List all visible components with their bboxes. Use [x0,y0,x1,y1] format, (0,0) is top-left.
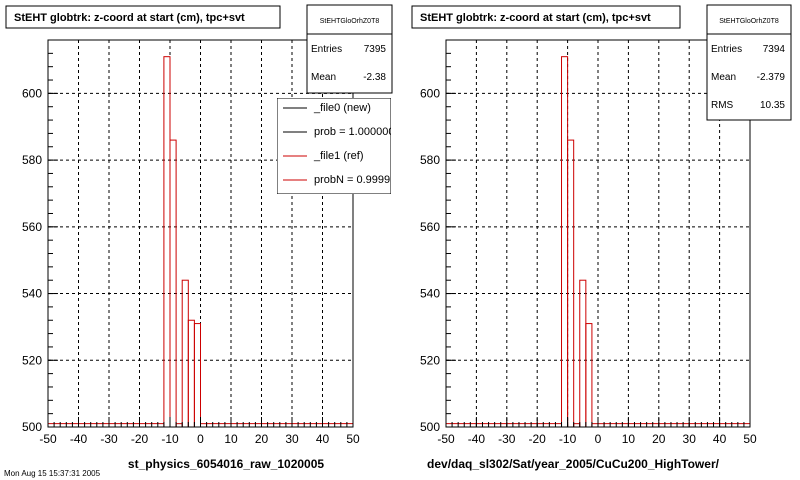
x-tick-label: 20 [255,432,269,446]
y-tick-label: 600 [420,86,440,100]
y-tick-label: 580 [22,153,42,167]
y-tick-label: 560 [420,220,440,234]
histogram-bin [193,323,201,428]
histogram-bin [561,56,569,428]
histogram-bin [175,423,183,428]
stats-rms-value: 10.35 [760,100,785,111]
histogram-panel-left: -50 -40 -30 -20 -10 0 10 20 30 40 50 5005205405605… [5,4,396,471]
x-tick-label: 50 [346,432,360,446]
x-tick-label: 10 [224,432,238,446]
x-tick-label: -30 [498,432,516,446]
y-tick-label: 560 [22,220,42,234]
histogram-bin [591,423,599,428]
x-tick-label: 20 [652,432,666,446]
x-tick-label: -20 [131,432,149,446]
y-tick-label: 520 [22,353,42,367]
footer-timestamp: Mon Aug 15 15:37:31 2005 [4,469,101,478]
histogram-bin [187,319,195,428]
legend-entry-file1: _file1 (ref) [313,150,364,162]
stats-mean-label: Mean [711,72,736,83]
x-tick-label: 40 [713,432,727,446]
histogram-bin [163,56,171,428]
stats-entries-label: Entries [711,44,742,55]
y-tick-label: 500 [22,420,42,434]
legend-entry-file0: _file0 (new) [313,102,371,114]
y-tick-label: 600 [22,86,42,100]
y-axis-ticks: 500 520 540 560 580 600 [420,39,456,434]
stats-name: StEHTGloOrhZ0T8 [320,18,380,25]
stats-rms-label: RMS [711,100,734,111]
histogram-bin [567,139,575,428]
x-axis-label: dev/daq_sl302/Sat/year_2005/CuCu200_High… [427,457,720,471]
histogram-bin [597,423,605,428]
histogram-bin [200,423,208,428]
x-tick-label: 0 [595,432,602,446]
histogram-bin [169,139,177,428]
stats-box: StEHTGloOrhZ0T8 Entries 7395 Mean -2.38 [306,4,393,94]
x-axis-ticks: -50 -40 -30 -20 -10 0 10 20 30 40 50 [39,417,360,446]
title-box: StEHT globtrk: z-coord at start (cm), tp… [5,5,281,29]
stats-entries-label: Entries [311,44,342,55]
stats-mean-value: -2.379 [757,72,786,83]
legend-entry-probn: probN = 0.99997 [314,174,396,186]
y-tick-label: 540 [420,287,440,301]
x-axis-ticks: -50 -40 -30 -20 -10 0 10 20 30 40 50 [437,417,757,446]
x-tick-label: -50 [437,432,455,446]
stats-entries-value: 7394 [763,44,786,55]
x-tick-label: -40 [70,432,88,446]
histogram-bin [579,279,587,428]
legend-shadow [279,194,393,196]
x-tick-label: -50 [39,432,57,446]
histogram-bin [585,323,593,428]
x-tick-label: -40 [468,432,486,446]
histogram-panel-right: -50 -40 -30 -20 -10 0 10 20 30 40 50 5005205405605… [411,4,792,471]
x-tick-label: 40 [316,432,330,446]
x-tick-label: 30 [683,432,697,446]
histogram-bin [573,423,581,428]
title-box: StEHT globtrk: z-coord at start (cm), tp… [411,5,681,29]
legend-box: _file0 (new) prob = 1.000000 _file1 (ref… [277,98,396,196]
histogram-bin [181,279,189,428]
grid-lines [446,40,750,427]
x-tick-label: 10 [622,432,636,446]
y-tick-label: 520 [420,353,440,367]
legend-entry-prob: prob = 1.000000 [314,126,394,138]
x-tick-label: -30 [100,432,118,446]
y-tick-label: 500 [420,420,440,434]
x-tick-label: 30 [285,432,299,446]
x-tick-label: 0 [197,432,204,446]
chart-title: StEHT globtrk: z-coord at start (cm), tp… [14,12,245,24]
x-axis-label: st_physics_6054016_raw_1020005 [128,457,324,471]
y-tick-label: 540 [22,287,42,301]
stats-mean-label: Mean [311,72,336,83]
stats-name: StEHTGloOrhZ0T8 [719,18,779,25]
y-tick-label: 580 [420,153,440,167]
stats-mean-value: -2.38 [363,72,386,83]
x-tick-label: 50 [743,432,757,446]
x-tick-label: -10 [161,432,179,446]
stats-box: StEHTGloOrhZ0T8 Entries 7394 Mean -2.379… [706,4,792,121]
stats-entries-value: 7395 [364,44,387,55]
x-tick-label: -10 [559,432,577,446]
y-axis-ticks: 500 520 540 560 580 600 [22,39,58,434]
chart-title: StEHT globtrk: z-coord at start (cm), tp… [420,12,651,24]
x-tick-label: -20 [529,432,547,446]
